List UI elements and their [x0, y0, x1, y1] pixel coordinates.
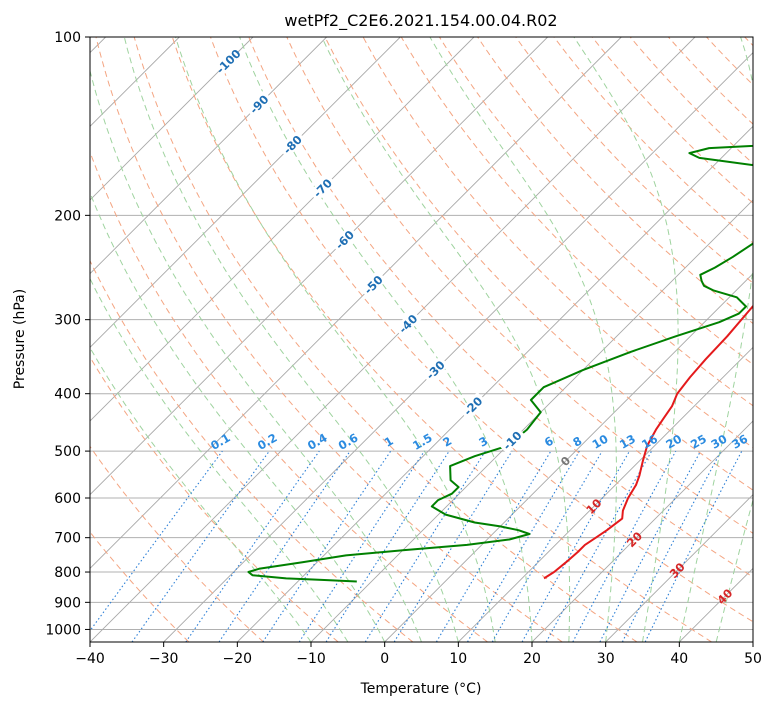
x-axis-label: Temperature (°C) — [360, 681, 482, 697]
isotherm-label-bg — [498, 426, 526, 455]
mixing-ratio-line — [218, 450, 351, 642]
moist-adiabat-line — [678, 37, 753, 642]
isotherm-label-bg — [421, 355, 449, 384]
isotherm-line — [384, 273, 753, 642]
isotherm-label-bg — [245, 90, 273, 118]
mixing-ratio-label: 36 — [729, 432, 750, 452]
isotherm-line — [752, 641, 753, 642]
moist-adiabat-line — [175, 37, 496, 642]
mixing-ratio-line — [131, 450, 270, 642]
y-tick-label: 200 — [54, 208, 81, 224]
mixing-ratio-label: 30 — [709, 432, 730, 452]
x-tick-label: 0 — [380, 651, 389, 667]
y-tick-label: 700 — [54, 531, 81, 547]
mixing-ratio-line — [521, 450, 630, 642]
isotherm-line — [163, 52, 753, 642]
moist-adiabat-line — [321, 37, 571, 642]
profile-lines — [247, 144, 753, 583]
y-tick-label: 800 — [54, 565, 81, 581]
mixing-ratio-line — [90, 450, 223, 632]
mixing-ratio-label: 13 — [617, 432, 638, 452]
plot-area — [90, 37, 753, 642]
background-lines — [90, 37, 753, 642]
y-tick-label: 100 — [54, 30, 81, 46]
mixing-ratio-line — [491, 450, 603, 642]
mixing-ratio-line — [572, 450, 677, 642]
x-tick-label: 40 — [670, 651, 688, 667]
isotherm-label-bg — [393, 309, 422, 338]
y-tick-label: 500 — [54, 444, 81, 460]
isotherm-label-bg — [278, 130, 307, 159]
isotherm-line — [605, 494, 753, 642]
isotherm-line — [90, 37, 622, 569]
isotherm-line — [90, 37, 548, 496]
moist-adiabat-line — [715, 498, 753, 642]
isotherm-line — [531, 420, 753, 642]
x-tick-label: −40 — [75, 651, 105, 667]
y-tick-label: 1000 — [45, 622, 81, 638]
dry-adiabat-line — [210, 37, 753, 623]
temperature-line — [543, 304, 753, 580]
plot-frame — [89, 36, 754, 643]
y-tick-label: 400 — [54, 387, 81, 403]
moist-adiabat-line — [90, 191, 386, 642]
mixing-ratio-label: 25 — [688, 432, 709, 452]
chart-title: wetPf2_C2E6.2021.154.00.04.R02 — [284, 11, 557, 31]
moist-adiabat-line — [90, 277, 349, 642]
moist-adiabat-line — [90, 68, 422, 642]
isotherm-line — [237, 125, 753, 642]
mixing-ratio-line — [545, 450, 653, 642]
isotherm-line — [90, 37, 696, 642]
isotherm-label-bg — [330, 225, 359, 254]
x-tick-label: 10 — [449, 651, 467, 667]
mixing-ratio-label: 20 — [663, 432, 684, 452]
moist-adiabat-line — [429, 37, 617, 642]
moist-adiabat-line — [123, 37, 459, 642]
isotherm-line — [90, 37, 254, 201]
y-tick-label: 600 — [54, 491, 81, 507]
isotherm-label-bg — [359, 270, 387, 299]
dry-adiabat-line — [362, 37, 753, 449]
isotherm-line — [90, 37, 327, 275]
isotherm-label-bg — [214, 47, 242, 75]
dry-adiabat-line — [400, 37, 753, 407]
dry-adiabat-line — [90, 445, 264, 642]
dry-adiabat-line — [477, 37, 753, 325]
x-tick-label: −20 — [223, 651, 253, 667]
mixing-ratio-line — [185, 450, 320, 642]
mixing-ratio-label: 10 — [590, 432, 611, 452]
y-axis-label: Pressure (hPa) — [12, 289, 28, 389]
moist-adiabat-line — [573, 37, 679, 642]
isotherm-line — [458, 346, 753, 642]
dry-adiabat-line — [90, 259, 414, 642]
x-tick-label: 50 — [744, 651, 762, 667]
isotherm-line — [90, 37, 475, 422]
dry-adiabat-line — [95, 37, 563, 642]
y-tick-label: 300 — [54, 313, 81, 329]
dry-adiabat-line — [324, 37, 753, 491]
dry-adiabat-line — [171, 37, 712, 642]
mixing-ratio-line — [467, 450, 580, 642]
mixing-ratio-label: 16 — [639, 432, 660, 452]
dry-adiabat-line — [591, 37, 753, 204]
isotherm-label-bg — [308, 174, 337, 202]
isotherm-label-bg — [458, 392, 487, 420]
mixing-ratio-line — [393, 450, 513, 642]
moist-adiabat-line — [90, 346, 312, 642]
x-tick-label: 30 — [597, 651, 615, 667]
dry-adiabat-line — [629, 37, 753, 165]
axes: −40 −30 −20 −10 0 10 20 30 40 50 100 200 300 400 500 60… — [45, 30, 762, 667]
y-tick-label: 900 — [54, 595, 81, 611]
mixing-ratio-line — [364, 450, 486, 642]
x-tick-label: −30 — [149, 651, 179, 667]
x-tick-label: 20 — [523, 651, 541, 667]
mixing-ratio-line — [325, 450, 450, 642]
x-tick-label: −10 — [296, 651, 326, 667]
dewpoint-line — [247, 144, 753, 583]
dry-adiabat-line — [515, 37, 753, 284]
mixing-ratio-line — [435, 450, 552, 642]
moist-adiabat-line — [239, 37, 533, 642]
